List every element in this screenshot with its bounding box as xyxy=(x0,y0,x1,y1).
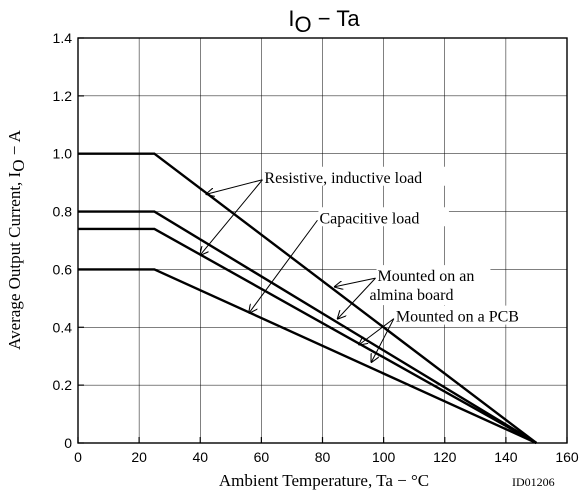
series-line-2 xyxy=(78,210,538,445)
annotation-arrow xyxy=(359,318,395,345)
annotation-backing xyxy=(376,265,491,306)
annotation-label-3: Mounted on an xyxy=(378,268,475,285)
annotation-backing xyxy=(318,207,449,227)
series-lines xyxy=(78,152,538,445)
chart-title: IO − Ta xyxy=(288,6,360,37)
plot-frame xyxy=(77,37,568,444)
x-tick-label: 160 xyxy=(555,449,579,465)
y-tick-label: 1.2 xyxy=(53,88,73,104)
y-tick-label: 0.6 xyxy=(53,261,73,277)
annotations: Resistive, inductive load Capacitive load… xyxy=(200,166,534,362)
annotation-arrow xyxy=(371,318,395,362)
series-line-1 xyxy=(78,152,538,444)
x-tick-label: 120 xyxy=(433,449,457,465)
x-tick-label: 80 xyxy=(315,449,331,465)
x-tick-label: 40 xyxy=(192,449,208,465)
x-tick-label: 20 xyxy=(131,449,147,465)
annotation-arrow xyxy=(249,219,318,313)
x-tick-label: 100 xyxy=(372,449,396,465)
x-tick-label: 0 xyxy=(74,449,82,465)
y-axis-ticks: 0 0.2 0.4 0.6 0.8 1.0 1.2 1.4 xyxy=(53,30,84,451)
annotation-arrow xyxy=(206,179,263,194)
x-axis-ticks: 0 20 40 60 80 100 120 140 160 xyxy=(74,437,579,465)
annotation-backing xyxy=(394,305,534,325)
y-tick-label: 0 xyxy=(64,435,72,451)
annotation-label-3-line2: almina board xyxy=(370,287,454,304)
annotation-label-2: Capacitive load xyxy=(319,210,419,227)
y-tick-label: 0.4 xyxy=(53,319,73,335)
series-line-4 xyxy=(78,268,537,445)
grid xyxy=(78,38,567,443)
annotation-label-1: Resistive, inductive load xyxy=(264,170,422,187)
x-axis-label: Ambient Temperature, Ta − °C xyxy=(219,471,429,490)
annotation-backing xyxy=(263,166,477,186)
y-tick-label: 0.8 xyxy=(53,204,73,220)
y-tick-label: 0.2 xyxy=(53,377,73,393)
annotation-arrow xyxy=(200,179,263,255)
series-line-3 xyxy=(78,227,537,445)
y-axis-label: Average Output Current, IO − A xyxy=(5,129,28,350)
y-tick-label: 1.0 xyxy=(53,146,73,162)
x-tick-label: 140 xyxy=(494,449,518,465)
x-tick-label: 60 xyxy=(254,449,270,465)
annotation-arrow xyxy=(335,277,376,287)
annotation-label-4: Mounted on a PCB xyxy=(396,309,519,326)
y-tick-label: 1.4 xyxy=(53,30,73,46)
annotation-arrow xyxy=(338,277,376,319)
figure-code: ID01206 xyxy=(512,475,555,489)
